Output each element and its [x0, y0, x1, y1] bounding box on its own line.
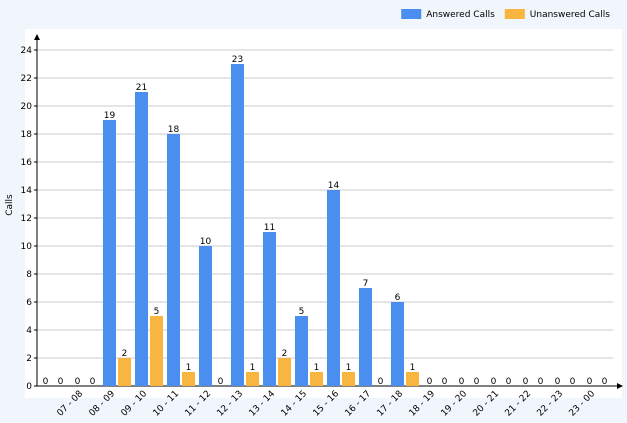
data-label: 0 — [491, 377, 497, 387]
bar — [182, 372, 195, 386]
data-label: 0 — [58, 377, 64, 387]
data-label: 0 — [43, 377, 49, 387]
bar — [359, 288, 372, 386]
plot-area — [25, 29, 622, 398]
data-label: 0 — [570, 377, 576, 387]
y-axis-label: Calls — [5, 194, 15, 216]
data-label: 0 — [90, 377, 96, 387]
data-label: 21 — [136, 83, 147, 93]
y-tick-label: 24 — [21, 46, 33, 56]
data-label: 0 — [427, 377, 433, 387]
data-label: 5 — [299, 307, 305, 317]
data-label: 0 — [378, 377, 384, 387]
legend-label: Unanswered Calls — [530, 10, 611, 20]
y-tick-label: 22 — [21, 74, 32, 84]
y-tick-label: 18 — [21, 130, 33, 140]
bar — [391, 302, 404, 386]
data-label: 0 — [474, 377, 480, 387]
y-tick-label: 16 — [21, 158, 33, 168]
data-label: 0 — [523, 377, 529, 387]
y-tick-label: 14 — [21, 186, 33, 196]
data-label: 19 — [104, 111, 116, 121]
y-tick-label: 20 — [21, 102, 33, 112]
data-label: 1 — [346, 363, 352, 373]
bar — [327, 190, 340, 386]
data-label: 0 — [442, 377, 448, 387]
data-label: 0 — [587, 377, 593, 387]
x-axis-arrow — [617, 383, 623, 389]
data-label: 1 — [314, 363, 320, 373]
bar — [263, 232, 276, 386]
y-tick-label: 4 — [26, 326, 32, 336]
data-label: 0 — [459, 377, 465, 387]
data-label: 0 — [75, 377, 81, 387]
data-label: 0 — [506, 377, 512, 387]
data-label: 2 — [282, 349, 288, 359]
y-tick-label: 8 — [26, 270, 32, 280]
data-label: 0 — [555, 377, 561, 387]
y-axis-arrow — [34, 34, 40, 40]
data-label: 7 — [363, 279, 369, 289]
legend-swatch — [401, 9, 422, 19]
legend-label: Answered Calls — [426, 10, 495, 20]
bar — [310, 372, 323, 386]
data-label: 23 — [232, 55, 243, 65]
y-tick-label: 2 — [26, 354, 32, 364]
data-label: 11 — [264, 223, 275, 233]
bar — [118, 358, 131, 386]
data-label: 10 — [200, 237, 212, 247]
legend-swatch — [504, 9, 525, 19]
data-label: 0 — [602, 377, 608, 387]
bar — [246, 372, 259, 386]
data-label: 18 — [168, 125, 180, 135]
y-tick-label: 10 — [21, 242, 33, 252]
bar — [406, 372, 419, 386]
data-label: 0 — [538, 377, 544, 387]
bar — [103, 120, 116, 386]
bar — [199, 246, 212, 386]
bar — [150, 316, 163, 386]
bar — [342, 372, 355, 386]
bar — [135, 92, 148, 386]
data-label: 1 — [410, 363, 416, 373]
data-label: 0 — [218, 377, 224, 387]
data-label: 14 — [328, 181, 340, 191]
data-label: 5 — [154, 307, 160, 317]
data-label: 1 — [250, 363, 256, 373]
y-tick-label: 6 — [26, 298, 32, 308]
bar — [231, 64, 244, 386]
data-label: 6 — [395, 293, 401, 303]
bar — [167, 134, 180, 386]
bar — [295, 316, 308, 386]
bar — [278, 358, 291, 386]
y-tick-label: 0 — [26, 382, 32, 392]
y-tick-label: 12 — [21, 214, 32, 224]
data-label: 1 — [186, 363, 192, 373]
data-label: 2 — [122, 349, 128, 359]
